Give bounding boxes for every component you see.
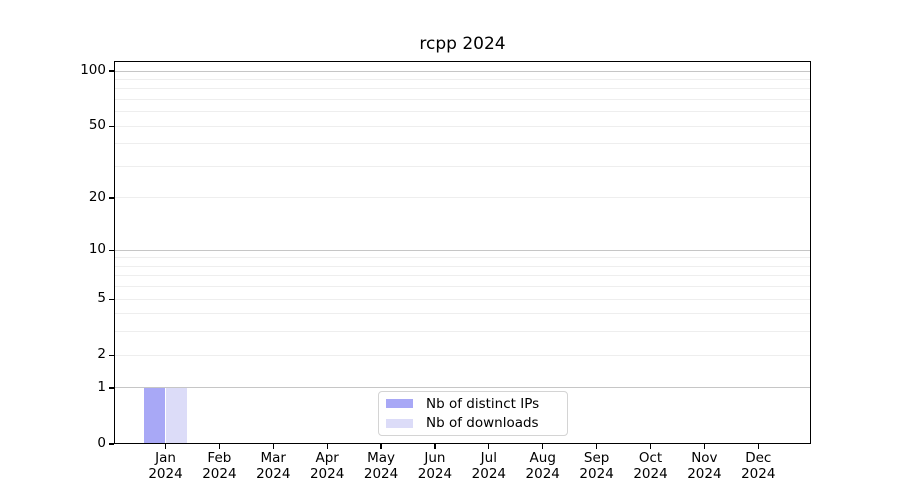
y-tick-label: 50 xyxy=(88,117,106,134)
y-tick xyxy=(109,70,114,72)
gridline-minor xyxy=(114,78,811,80)
x-tick-label: Nov 2024 xyxy=(672,450,736,482)
month-label: Mar xyxy=(260,450,286,466)
x-tick xyxy=(434,444,436,449)
month-label: Sep xyxy=(583,450,610,466)
y-tick xyxy=(109,249,114,251)
gridline-minor xyxy=(114,286,811,288)
gridline-minor xyxy=(114,298,811,300)
year-label: 2024 xyxy=(363,465,399,482)
x-tick xyxy=(757,444,759,449)
x-tick xyxy=(596,444,598,449)
month-label: Dec xyxy=(745,450,772,466)
x-tick xyxy=(703,444,705,449)
x-tick-label: Sep 2024 xyxy=(565,450,629,482)
year-label: 2024 xyxy=(148,465,183,482)
x-tick xyxy=(542,444,544,449)
year-label: 2024 xyxy=(633,465,668,482)
x-tick xyxy=(649,444,652,449)
year-label: 2024 xyxy=(687,465,722,482)
x-tick-label: Mar 2024 xyxy=(241,450,305,482)
year-label: 2024 xyxy=(579,465,614,482)
x-tick-label: Apr 2024 xyxy=(295,450,359,482)
x-tick-label: Jan 2024 xyxy=(134,450,198,482)
x-tick-label: Aug 2024 xyxy=(511,450,575,482)
y-tick-label: 2 xyxy=(97,346,106,363)
y-tick xyxy=(109,298,114,300)
y-tick-label: 20 xyxy=(88,188,106,205)
gridline-minor xyxy=(114,313,811,315)
month-label: May xyxy=(367,450,395,466)
gridline-major xyxy=(114,70,811,72)
gridline-minor xyxy=(114,98,811,100)
legend-label-downloads: Nb of downloads xyxy=(426,415,539,432)
x-tick xyxy=(272,444,274,449)
gridline-minor xyxy=(114,125,811,127)
y-tick xyxy=(109,125,114,127)
gridline-minor xyxy=(114,165,811,167)
y-tick-label: 100 xyxy=(80,62,106,78)
legend-entry-distinct-ips: Nb of distinct IPs xyxy=(386,396,567,412)
year-label: 2024 xyxy=(741,465,776,482)
legend-entry-downloads: Nb of downloads xyxy=(386,415,567,431)
month-label: Nov xyxy=(691,450,718,466)
legend-label-distinct-ips: Nb of distinct IPs xyxy=(426,395,540,412)
month-label: Jul xyxy=(480,450,497,466)
x-tick-label: Oct 2024 xyxy=(619,450,683,482)
y-tick xyxy=(109,387,114,389)
gridline-major xyxy=(114,249,811,251)
gridline-minor xyxy=(114,197,811,199)
y-tick-label: 0 xyxy=(97,435,106,451)
gridline-major xyxy=(114,387,811,389)
month-label: Jun xyxy=(424,450,446,466)
year-label: 2024 xyxy=(256,465,291,482)
month-label: Apr xyxy=(315,450,339,466)
y-tick-label: 5 xyxy=(97,290,106,307)
x-tick xyxy=(218,444,220,449)
x-tick-label: Jul 2024 xyxy=(457,450,521,482)
chart-title: rcpp 2024 xyxy=(419,34,506,54)
x-tick xyxy=(488,444,490,449)
plot-area xyxy=(114,61,811,444)
y-tick-label: 10 xyxy=(88,241,106,258)
year-label: 2024 xyxy=(202,465,237,482)
x-tick xyxy=(164,444,167,449)
gridline-minor xyxy=(114,275,811,277)
month-label: Feb xyxy=(207,450,232,466)
y-tick-label: 1 xyxy=(97,378,106,395)
gridline-minor xyxy=(114,257,811,259)
month-label: Oct xyxy=(638,450,663,466)
year-label: 2024 xyxy=(309,465,345,482)
legend: Nb of distinct IPs Nb of downloads xyxy=(378,391,568,436)
gridline-minor xyxy=(114,111,811,113)
gridline-minor xyxy=(114,331,811,333)
year-label: 2024 xyxy=(525,465,560,482)
bar-nb-of-distinct-ips-jan xyxy=(143,387,166,444)
year-label: 2024 xyxy=(417,465,453,482)
y-tick xyxy=(109,443,114,445)
y-tick xyxy=(109,197,114,199)
x-tick-label: May 2024 xyxy=(349,450,413,482)
x-tick xyxy=(380,444,382,449)
gridline-minor xyxy=(114,265,811,267)
bar-nb-of-downloads-jan xyxy=(165,387,188,444)
month-label: Aug xyxy=(529,450,556,466)
x-tick xyxy=(326,444,328,449)
gridline-minor xyxy=(114,143,811,145)
year-label: 2024 xyxy=(471,465,506,482)
x-tick-label: Feb 2024 xyxy=(187,450,251,482)
y-tick xyxy=(109,354,114,356)
gridline-minor xyxy=(114,88,811,90)
x-tick-label: Jun 2024 xyxy=(403,450,467,482)
month-label: Jan xyxy=(155,450,176,466)
legend-swatch-downloads xyxy=(386,419,413,428)
legend-swatch-distinct-ips xyxy=(386,399,413,408)
x-tick-label: Dec 2024 xyxy=(726,450,790,482)
gridline-minor xyxy=(114,354,811,356)
